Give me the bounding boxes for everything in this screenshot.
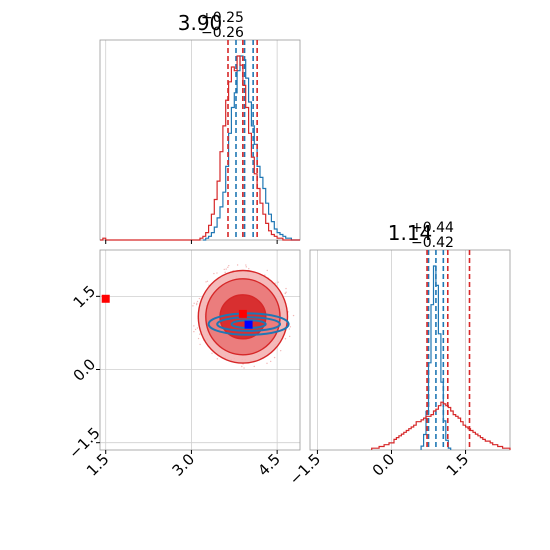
joint-scatter-point [211, 352, 213, 354]
joint-scatter-point [213, 272, 215, 275]
joint-scatter-point [225, 268, 227, 270]
joint-scatter-point [193, 302, 195, 304]
joint-scatter-point [243, 367, 245, 369]
joint-marker-series-0 [244, 320, 253, 329]
joint-scatter-point [245, 264, 247, 266]
joint-scatter-point [266, 362, 268, 365]
joint-scatter-point [199, 343, 201, 346]
joint-scatter-point [284, 338, 287, 340]
joint-scatter-point [195, 303, 198, 306]
param2-hist-xtick-label-1: 0.0 [369, 450, 399, 480]
joint-scatter-point [206, 280, 209, 282]
joint-contour-series-0-level-0 [207, 312, 290, 336]
title-param2-value: 1.14 [388, 221, 433, 245]
title-param1-value: 3.90 [178, 11, 223, 35]
joint-scatter-point [277, 281, 279, 283]
joint-scatter-point [194, 328, 197, 331]
panel-param1-histogram [99, 39, 301, 244]
joint-scatter-point [224, 271, 226, 274]
joint-scatter-point [253, 365, 255, 368]
joint-scatter-point [292, 314, 295, 317]
joint-scatter-point [279, 349, 282, 352]
joint-scatter-point [193, 325, 195, 327]
joint-frame [99, 249, 301, 451]
joint-xtick-label-2: 4.5 [254, 450, 284, 480]
joint-scatter-point [284, 292, 287, 295]
joint-scatter-point [193, 330, 195, 333]
joint-xtick-label-1: 3.0 [169, 450, 199, 480]
param2-hist-frame [309, 249, 511, 451]
joint-scatter-point [227, 266, 229, 269]
joint-scatter-point [223, 268, 225, 271]
joint-ytick-label-2: 1.5 [70, 282, 100, 312]
joint-scatter-point [285, 291, 287, 293]
joint-scatter-point [198, 297, 201, 300]
param2-hist-xtick-label-2: 1.5 [443, 450, 473, 480]
joint-scatter-point [196, 300, 199, 303]
joint-contour-series-0-level-1 [216, 316, 282, 332]
joint-ytick-label-1: 0.0 [70, 355, 100, 385]
joint-scatter-point [199, 333, 201, 335]
param1-hist-series-0 [202, 55, 300, 241]
param1-hist-series-1 [100, 55, 300, 241]
joint-scatter-point [197, 337, 200, 340]
joint-scatter-point [241, 365, 243, 368]
title-param1-upper: +0.25 [201, 10, 244, 26]
joint-scatter-point [273, 356, 276, 359]
joint-scatter-point [248, 267, 250, 270]
joint-scatter-point [288, 335, 291, 338]
param2-hist-series-1 [371, 401, 511, 450]
joint-xtick-label-0: 1.5 [83, 450, 113, 480]
joint-scatter-point [269, 360, 272, 363]
title-param2: 1.14 [388, 221, 433, 245]
panel-joint-contour: 1.5 3.0 4.5−1.50.01.5 [65, 249, 301, 480]
joint-scatter-point [216, 272, 218, 274]
joint-scatter-point [285, 287, 287, 290]
joint-scatter-point [192, 305, 194, 307]
joint-marker-series-1 [238, 309, 247, 318]
joint-scatter-point [228, 264, 230, 267]
title-param2-upper: +0.44 [411, 220, 454, 236]
title-param2-lower: −0.42 [411, 235, 454, 251]
joint-scatter-point [288, 328, 291, 330]
joint-scatter-point [196, 327, 199, 329]
title-param1: 3.90 [178, 11, 223, 35]
joint-scatter-point [266, 269, 268, 272]
title-param1-lower: −0.26 [201, 25, 244, 41]
param1-hist-frame [99, 39, 301, 241]
joint-scatter-point [205, 281, 207, 283]
joint-scatter-point [196, 302, 198, 305]
joint-scatter-point [289, 326, 292, 328]
joint-scatter-point [216, 358, 219, 360]
joint-scatter-point [236, 264, 239, 266]
joint-scatter-point [245, 266, 247, 268]
param2-hist-xtick-label-0: −1.5 [286, 450, 324, 488]
panel-param2-histogram: −1.5 0.0 1.5 [286, 249, 511, 489]
joint-marker-extra-series-1 [101, 294, 110, 303]
